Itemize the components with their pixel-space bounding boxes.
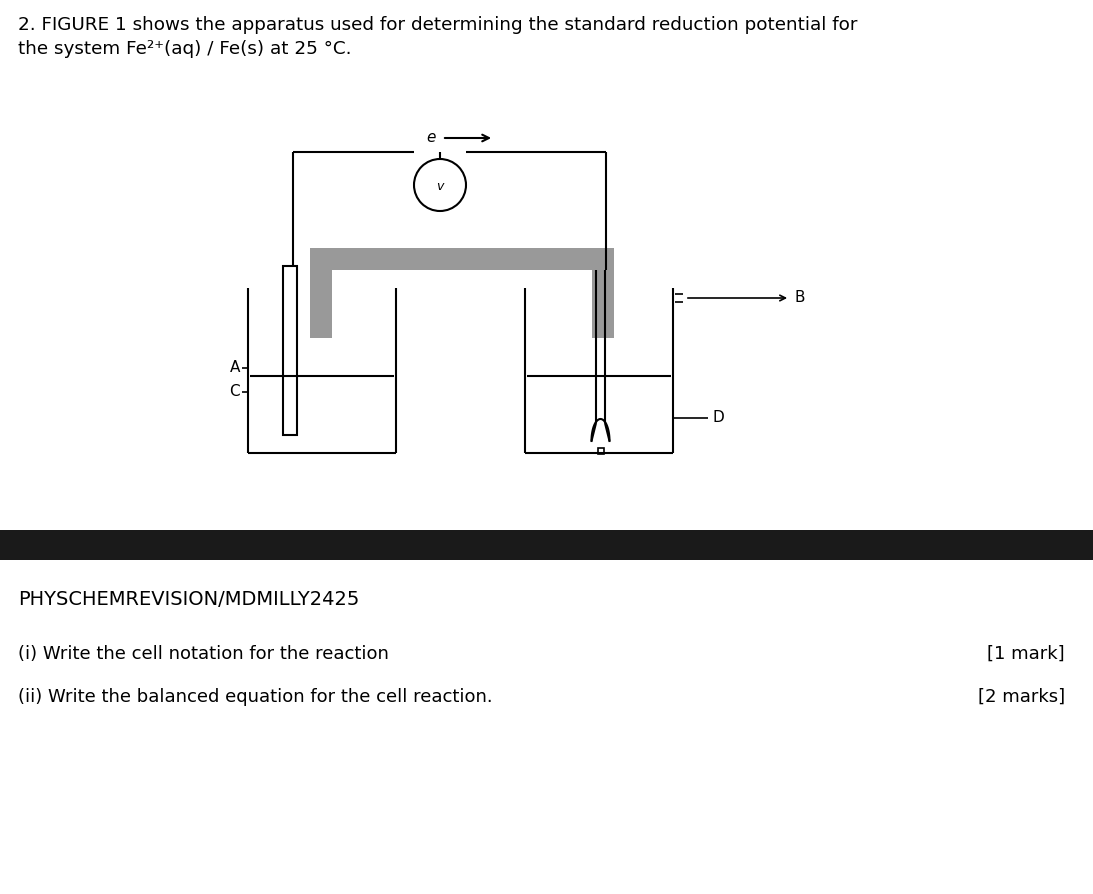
Bar xyxy=(283,266,297,435)
Bar xyxy=(592,248,614,338)
Text: B: B xyxy=(795,291,806,306)
Text: C: C xyxy=(230,384,240,400)
Text: A: A xyxy=(230,360,240,375)
Text: (i) Write the cell notation for the reaction: (i) Write the cell notation for the reac… xyxy=(17,645,389,663)
Text: 2. FIGURE 1 shows the apparatus used for determining the standard reduction pote: 2. FIGURE 1 shows the apparatus used for… xyxy=(17,16,858,34)
Bar xyxy=(598,448,603,454)
Text: PHYSCHEMREVISION/MDMILLY2425: PHYSCHEMREVISION/MDMILLY2425 xyxy=(17,590,360,609)
Text: the system Fe²⁺(aq) / Fe(s) at 25 °C.: the system Fe²⁺(aq) / Fe(s) at 25 °C. xyxy=(17,40,352,58)
Bar xyxy=(310,248,332,338)
Text: [2 marks]: [2 marks] xyxy=(978,688,1065,706)
Text: [1 mark]: [1 mark] xyxy=(987,645,1065,663)
Text: (ii) Write the balanced equation for the cell reaction.: (ii) Write the balanced equation for the… xyxy=(17,688,493,706)
Circle shape xyxy=(414,159,466,211)
Text: e: e xyxy=(426,131,436,146)
Text: v: v xyxy=(436,181,444,193)
Bar xyxy=(310,248,614,270)
Bar xyxy=(0,530,1093,560)
Text: D: D xyxy=(713,410,725,426)
